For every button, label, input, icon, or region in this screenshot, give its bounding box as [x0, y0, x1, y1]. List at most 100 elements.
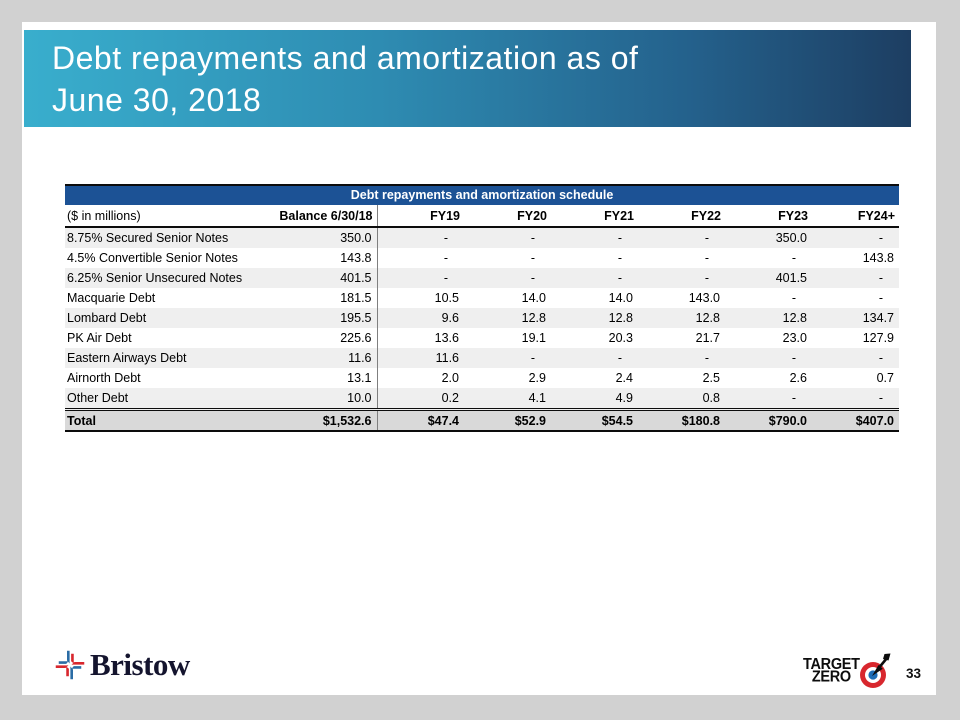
value-cell: 21.7	[695, 331, 720, 345]
table-column-header-row: ($ in millions) Balance 6/30/18 FY19 FY20 F…	[65, 205, 899, 228]
column-header: FY21	[551, 205, 638, 228]
value-cell: 12.8	[608, 311, 633, 325]
value-cell: 10.5	[434, 291, 459, 305]
value-cell: 0.2	[441, 391, 459, 405]
column-header: FY20	[464, 205, 551, 228]
value-cell: 2.6	[789, 371, 807, 385]
row-label-cell: PK Air Debt	[67, 331, 132, 345]
value-cell: 4.1	[528, 391, 546, 405]
value-cell: -	[704, 351, 709, 365]
table-row: Lombard Debt 195.5 9.6 12.8 12.8 12.8 12.8 134.…	[65, 308, 899, 328]
value-cell: 2.9	[528, 371, 546, 385]
value-cell: 14.0	[521, 291, 546, 305]
bristow-logo: Bristow	[55, 645, 190, 685]
value-cell: 401.5	[775, 271, 807, 285]
value-cell: $47.4	[377, 408, 464, 432]
value-cell: -	[878, 291, 883, 305]
value-cell: 195.5	[257, 308, 378, 328]
table-total-row: Total $1,532.6 $47.4 $52.9 $54.5 $180.8 $790.0…	[65, 408, 899, 432]
value-cell: -	[530, 351, 535, 365]
column-header: FY23	[725, 205, 812, 228]
value-cell: -	[704, 271, 709, 285]
value-cell: -	[617, 271, 622, 285]
value-cell: -	[704, 231, 709, 245]
value-cell: 181.5	[257, 288, 378, 308]
table-body: 8.75% Secured Senior Notes 350.0 - - - - 350.0…	[65, 227, 899, 432]
row-label-cell: Airnorth Debt	[67, 371, 141, 385]
column-header: FY24+	[812, 205, 899, 228]
value-cell: 0.8	[702, 391, 720, 405]
value-cell: -	[617, 251, 622, 265]
slide-title-banner: Debt repayments and amortization as of J…	[24, 30, 911, 127]
table-row: 8.75% Secured Senior Notes 350.0 - - - - 350.0…	[65, 227, 899, 248]
page-number: 33	[906, 666, 922, 681]
table-title: Debt repayments and amortization schedul…	[65, 184, 899, 205]
row-label-cell: Total	[65, 408, 257, 432]
value-cell: 9.6	[441, 311, 459, 325]
row-label-cell: Eastern Airways Debt	[67, 351, 187, 365]
target-zero-line1: TARGET	[803, 655, 860, 673]
value-cell: 11.6	[435, 351, 459, 365]
table-row: Eastern Airways Debt 11.6 11.6 - - - - -	[65, 348, 899, 368]
value-cell: $407.0	[812, 408, 899, 432]
row-label-cell: 8.75% Secured Senior Notes	[67, 231, 229, 245]
value-cell: -	[617, 231, 622, 245]
value-cell: -	[530, 231, 535, 245]
value-cell: 2.5	[702, 371, 720, 385]
value-cell: 4.9	[615, 391, 633, 405]
value-cell: 225.6	[257, 328, 378, 348]
table-row: Other Debt 10.0 0.2 4.1 4.9 0.8 - -	[65, 388, 899, 410]
table-row: PK Air Debt 225.6 13.6 19.1 20.3 21.7 23.0 127.…	[65, 328, 899, 348]
value-cell: 11.6	[257, 348, 378, 368]
value-cell: -	[443, 251, 448, 265]
value-cell: 20.3	[608, 331, 633, 345]
value-cell: -	[530, 251, 535, 265]
value-cell: 14.0	[608, 291, 633, 305]
value-cell: $1,532.6	[257, 408, 378, 432]
value-cell: -	[878, 351, 883, 365]
value-cell: -	[878, 391, 883, 405]
value-cell: 12.8	[521, 311, 546, 325]
value-cell: 23.0	[782, 331, 807, 345]
value-cell: $54.5	[551, 408, 638, 432]
target-zero-line2: ZERO	[811, 667, 851, 685]
value-cell: $52.9	[464, 408, 551, 432]
value-cell: 12.8	[695, 311, 720, 325]
target-zero-text: TARGET ZERO	[803, 655, 860, 685]
row-label-cell: Macquarie Debt	[67, 291, 156, 305]
bullseye-dart-icon	[859, 653, 891, 688]
target-zero-logo: TARGET ZERO	[803, 653, 891, 689]
value-cell: 134.7	[862, 311, 894, 325]
value-cell: 2.4	[615, 371, 633, 385]
value-cell: -	[878, 271, 883, 285]
table-row: 4.5% Convertible Senior Notes 143.8 - - - - - 1…	[65, 248, 899, 268]
slide-title-line2: June 30, 2018	[52, 82, 262, 118]
value-cell: -	[530, 271, 535, 285]
value-cell: -	[791, 291, 796, 305]
value-cell: -	[791, 391, 796, 405]
column-header: FY19	[377, 205, 464, 228]
column-header: FY22	[638, 205, 725, 228]
value-cell: 12.8	[782, 311, 807, 325]
row-label-cell: 6.25% Senior Unsecured Notes	[67, 271, 243, 285]
value-cell: -	[443, 231, 448, 245]
value-cell: 143.0	[688, 291, 720, 305]
value-cell: 2.0	[441, 371, 459, 385]
value-cell: 0.7	[876, 371, 894, 385]
table-row: 6.25% Senior Unsecured Notes 401.5 - - - - 401…	[65, 268, 899, 288]
table-row: Airnorth Debt 13.1 2.0 2.9 2.4 2.5 2.6 0.7	[65, 368, 899, 388]
value-cell: $790.0	[725, 408, 812, 432]
value-cell: 127.9	[862, 331, 894, 345]
value-cell: 10.0	[257, 388, 378, 410]
value-cell: 401.5	[257, 268, 378, 288]
unit-label: ($ in millions)	[65, 205, 257, 228]
row-label-cell: Lombard Debt	[67, 311, 147, 325]
value-cell: 350.0	[257, 227, 378, 248]
value-cell: $180.8	[638, 408, 725, 432]
value-cell: -	[791, 251, 796, 265]
value-cell: 143.8	[862, 251, 894, 265]
debt-schedule: Debt repayments and amortization schedul…	[65, 184, 899, 432]
column-header: Balance 6/30/18	[257, 205, 378, 228]
value-cell: -	[704, 251, 709, 265]
